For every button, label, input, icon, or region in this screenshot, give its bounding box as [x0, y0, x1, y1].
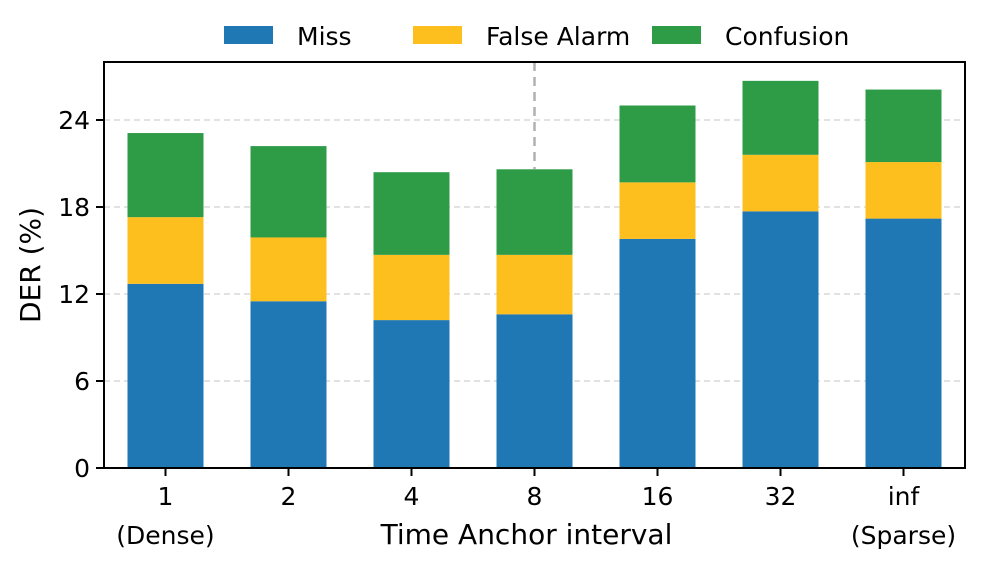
- legend-swatch: [224, 26, 273, 44]
- x-axis-title: Time Anchor interval: [380, 518, 673, 551]
- bar-false-alarm: [127, 217, 204, 284]
- bar-miss: [373, 320, 450, 468]
- bar-miss: [865, 218, 942, 468]
- x-tick-label: 4: [404, 482, 420, 511]
- bar-false-alarm: [865, 162, 942, 219]
- y-tick-label: 12: [58, 280, 90, 309]
- legend: Miss False Alarm Confusion: [224, 22, 849, 51]
- legend-label: Miss: [297, 22, 352, 51]
- x-tick-label: inf: [888, 482, 921, 511]
- y-tick-label: 6: [74, 367, 90, 396]
- bar-confusion: [127, 133, 204, 218]
- bar-false-alarm: [373, 254, 450, 321]
- x-tick-label: 2: [281, 482, 297, 511]
- y-axis-title: DER (%): [14, 207, 47, 323]
- bar-confusion: [373, 172, 450, 255]
- bar-confusion: [250, 146, 327, 238]
- bar-false-alarm: [250, 237, 327, 302]
- x-tick-label: 1: [158, 482, 174, 511]
- x-tick-sublabel: (Dense): [116, 521, 214, 550]
- legend-item: Confusion: [652, 22, 849, 51]
- bar-miss: [250, 301, 327, 468]
- bar-miss: [496, 314, 573, 468]
- x-tick-label: 8: [527, 482, 543, 511]
- legend-swatch: [652, 26, 701, 44]
- y-tick-label: 0: [74, 454, 90, 483]
- x-tick-label: 16: [642, 482, 674, 511]
- bar-stacks: [127, 80, 942, 468]
- y-tick-label: 18: [58, 193, 90, 222]
- legend-item: False Alarm: [413, 22, 630, 51]
- x-axis-ticks: 1 (Dense) 2 4 8 16 32 inf (Sparse): [116, 468, 956, 550]
- bar-confusion: [496, 169, 573, 255]
- bar-false-alarm: [619, 182, 696, 239]
- x-tick-label: 32: [765, 482, 797, 511]
- bar-confusion: [742, 80, 819, 155]
- bar-confusion: [865, 89, 942, 163]
- legend-label: False Alarm: [486, 22, 630, 51]
- bar-miss: [742, 211, 819, 468]
- bar-confusion: [619, 105, 696, 183]
- y-tick-label: 24: [58, 106, 90, 135]
- legend-item: Miss: [224, 22, 352, 51]
- legend-label: Confusion: [725, 22, 849, 51]
- bar-miss: [619, 238, 696, 468]
- x-tick-sublabel: (Sparse): [851, 521, 956, 550]
- bar-false-alarm: [742, 154, 819, 212]
- bar-false-alarm: [496, 254, 573, 315]
- y-axis-ticks: 0 6 12 18 24: [58, 106, 104, 483]
- bar-miss: [127, 283, 204, 468]
- legend-swatch: [413, 26, 462, 44]
